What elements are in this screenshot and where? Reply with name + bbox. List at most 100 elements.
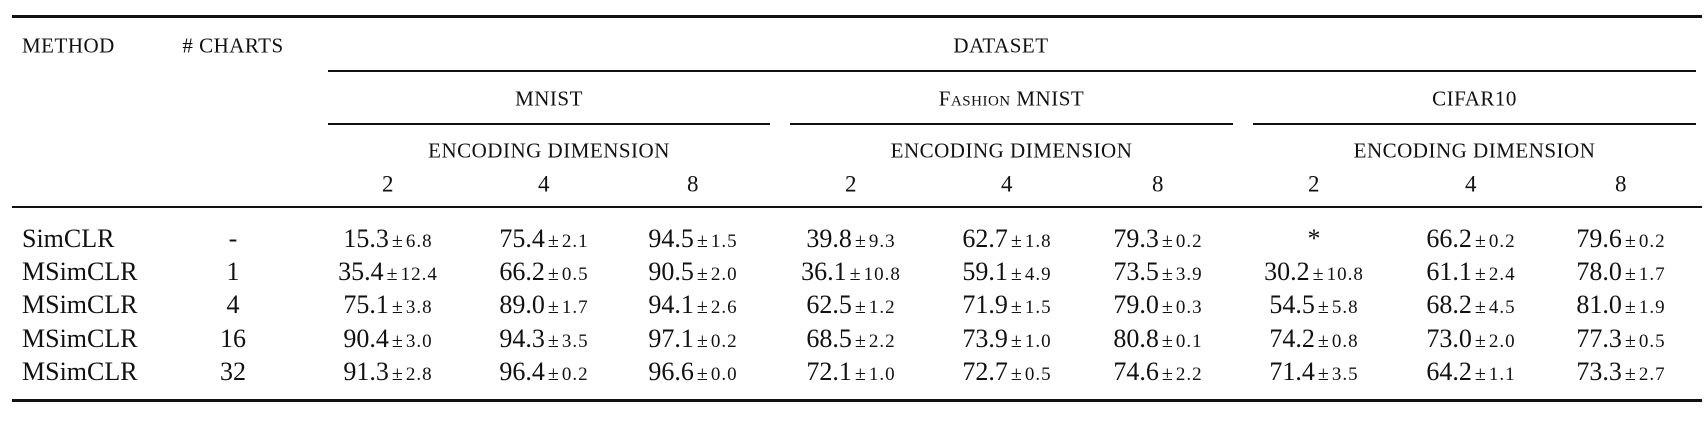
cell: 73.0 ±2.0 <box>1426 326 1515 352</box>
cell: 71.9 ±1.5 <box>962 292 1051 318</box>
dataset-header: DATASET <box>953 33 1049 58</box>
plus-minus: ± <box>696 363 708 385</box>
mean: 64.2 <box>1426 357 1472 386</box>
std: 0.1 <box>1175 331 1203 352</box>
plus-minus: ± <box>547 263 559 285</box>
mean: 73.3 <box>1576 357 1622 386</box>
std: 1.8 <box>1024 231 1052 252</box>
mean: 96.6 <box>648 357 694 386</box>
charts: 32 <box>220 357 246 386</box>
mean: * <box>1307 224 1321 253</box>
cell: 96.6 ±0.0 <box>648 359 737 385</box>
group-rule <box>328 123 770 125</box>
dataset-name: MNIST <box>515 86 583 111</box>
plus-minus: ± <box>1010 296 1022 318</box>
cell: 91.3 ±2.8 <box>343 359 432 385</box>
std: 1.5 <box>1024 297 1052 318</box>
plus-minus: ± <box>1161 230 1173 252</box>
mean: 78.0 <box>1576 257 1622 286</box>
method: SimCLR <box>22 224 115 253</box>
std: 0.5 <box>1024 364 1052 385</box>
plus-minus: ± <box>1474 330 1486 352</box>
mean: 62.7 <box>962 224 1008 253</box>
cell: 90.4 ±3.0 <box>343 326 432 352</box>
plus-minus: ± <box>386 263 398 285</box>
mean: 71.9 <box>962 290 1008 319</box>
std: 10.8 <box>1326 264 1364 285</box>
mean: 35.4 <box>338 257 384 286</box>
plus-minus: ± <box>854 230 866 252</box>
mean: 66.2 <box>499 257 545 286</box>
mean: 97.1 <box>648 324 694 353</box>
mean: 81.0 <box>1576 290 1622 319</box>
std: 0.5 <box>1638 331 1666 352</box>
cell: 62.7 ±1.8 <box>962 226 1051 252</box>
plus-minus: ± <box>1624 330 1636 352</box>
mean: 68.5 <box>806 324 852 353</box>
std: 1.5 <box>710 231 738 252</box>
mean: 74.2 <box>1269 324 1315 353</box>
plus-minus: ± <box>1161 330 1173 352</box>
std: 0.0 <box>710 364 738 385</box>
plus-minus: ± <box>1010 330 1022 352</box>
std: 12.4 <box>400 264 438 285</box>
mean: 75.1 <box>343 290 389 319</box>
mean: 72.1 <box>806 357 852 386</box>
std: 0.5 <box>561 264 589 285</box>
cell: 68.5 ±2.2 <box>806 326 895 352</box>
method-header: METHOD <box>22 33 115 58</box>
mean: 73.9 <box>962 324 1008 353</box>
mean: 68.2 <box>1426 290 1472 319</box>
mean: 79.6 <box>1576 224 1622 253</box>
plus-minus: ± <box>1317 330 1329 352</box>
plus-minus: ± <box>391 230 403 252</box>
std: 9.3 <box>868 231 896 252</box>
mean: 71.4 <box>1269 357 1315 386</box>
std: 0.2 <box>1638 231 1666 252</box>
std: 2.2 <box>868 331 896 352</box>
cell: 74.2 ±0.8 <box>1269 326 1358 352</box>
cell: * <box>1308 226 1321 252</box>
plus-minus: ± <box>1312 263 1324 285</box>
plus-minus: ± <box>1624 363 1636 385</box>
std: 3.0 <box>405 331 433 352</box>
method: MSimCLR <box>22 357 138 386</box>
std: 0.2 <box>1175 231 1203 252</box>
cell: 71.4 ±3.5 <box>1269 359 1358 385</box>
std: 0.3 <box>1175 297 1203 318</box>
cell: 30.2 ±10.8 <box>1264 259 1364 285</box>
cell: 66.2 ±0.5 <box>499 259 588 285</box>
dim-label: 4 <box>1001 171 1013 197</box>
cell: 79.3 ±0.2 <box>1113 226 1202 252</box>
std: 3.5 <box>1331 364 1359 385</box>
std: 1.9 <box>1638 297 1666 318</box>
std: 2.4 <box>1488 264 1516 285</box>
std: 3.8 <box>405 297 433 318</box>
mean: 15.3 <box>343 224 389 253</box>
mean: 94.3 <box>499 324 545 353</box>
group-rule <box>1253 123 1696 125</box>
cell: 75.1 ±3.8 <box>343 292 432 318</box>
plus-minus: ± <box>1161 363 1173 385</box>
charts-header: # CHARTS <box>182 33 284 58</box>
cell: 59.1 ±4.9 <box>962 259 1051 285</box>
plus-minus: ± <box>696 296 708 318</box>
plus-minus: ± <box>1010 363 1022 385</box>
cell: 90.5 ±2.0 <box>648 259 737 285</box>
dataset-name: CIFAR10 <box>1432 86 1517 111</box>
mean: 94.1 <box>648 290 694 319</box>
method: MSimCLR <box>22 324 138 353</box>
cell: 64.2 ±1.1 <box>1426 359 1515 385</box>
plus-minus: ± <box>1010 263 1022 285</box>
method: MSimCLR <box>22 257 138 286</box>
mean: 79.0 <box>1113 290 1159 319</box>
plus-minus: ± <box>1317 363 1329 385</box>
dim-label: 2 <box>382 171 394 197</box>
cell: 61.1 ±2.4 <box>1426 259 1515 285</box>
plus-minus: ± <box>1474 363 1486 385</box>
std: 1.7 <box>1638 264 1666 285</box>
dim-label: 2 <box>845 171 857 197</box>
mean: 36.1 <box>801 257 847 286</box>
std: 1.7 <box>561 297 589 318</box>
